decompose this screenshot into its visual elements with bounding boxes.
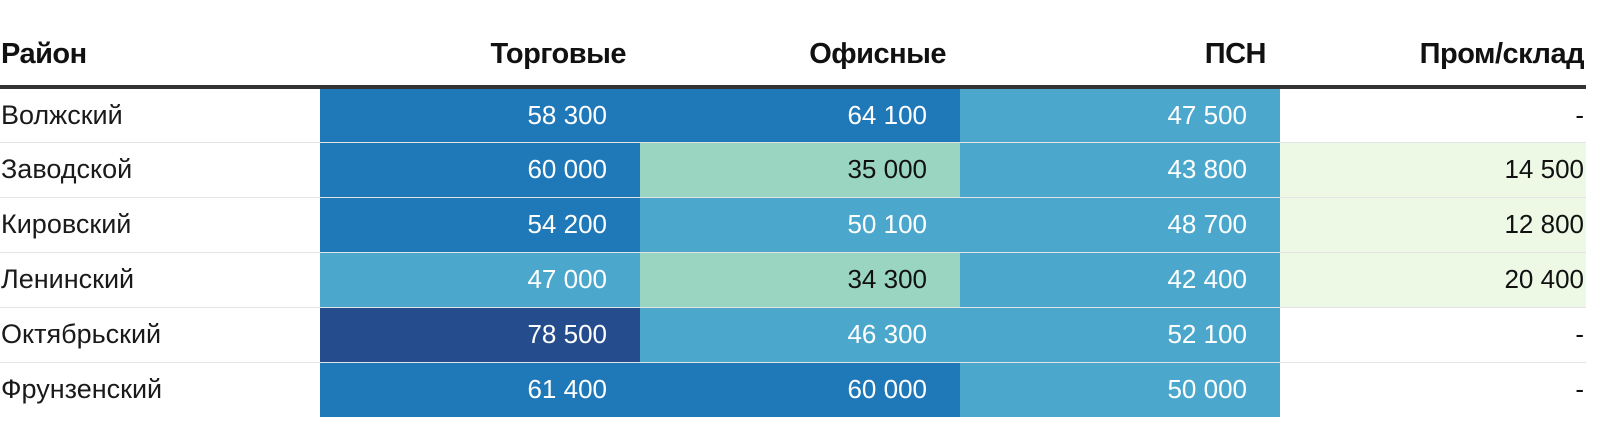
- heat-cell-retail: 54 200: [320, 197, 640, 253]
- heat-cell-industrial: -: [1280, 87, 1586, 143]
- heat-cell-industrial: 14 500: [1280, 142, 1586, 198]
- heat-cell-retail: 60 000: [320, 142, 640, 198]
- heat-cell-industrial: -: [1280, 307, 1586, 363]
- row-label: Заводской: [0, 142, 320, 198]
- heat-cell-industrial: -: [1280, 362, 1586, 417]
- table-row: Заводской 60 000 35 000 43 800 14 500: [0, 142, 1586, 198]
- row-label: Фрунзенский: [0, 362, 320, 417]
- heat-cell-retail: 78 500: [320, 307, 640, 363]
- heat-cell-retail: 47 000: [320, 252, 640, 308]
- row-label: Октябрьский: [0, 307, 320, 363]
- heat-cell-psn: 50 000: [960, 362, 1280, 417]
- table-row: Октябрьский 78 500 46 300 52 100-: [0, 307, 1586, 363]
- column-header-psn[interactable]: ПСН: [960, 24, 1280, 89]
- row-label: Ленинский: [0, 252, 320, 308]
- table-row: Волжский 58 300 64 100 47 500-: [0, 87, 1586, 143]
- heat-cell-office: 46 300: [640, 307, 960, 363]
- heat-cell-office: 34 300: [640, 252, 960, 308]
- row-label: Кировский: [0, 197, 320, 253]
- heat-cell-psn: 48 700: [960, 197, 1280, 253]
- heat-cell-retail: 61 400: [320, 362, 640, 417]
- table-row: Кировский 54 200 50 100 48 700 12 800: [0, 197, 1586, 253]
- heatmap-body: Волжский 58 300 64 100 47 500- Заводской 60 0…: [0, 87, 1586, 417]
- column-header-industrial[interactable]: Пром/склад: [1280, 24, 1586, 89]
- heat-cell-office: 35 000: [640, 142, 960, 198]
- heat-cell-office: 50 100: [640, 197, 960, 253]
- heat-cell-industrial: 20 400: [1280, 252, 1586, 308]
- column-header-office[interactable]: Офисные: [640, 24, 960, 89]
- column-header-retail[interactable]: Торговые: [320, 24, 640, 89]
- heat-cell-office: 60 000: [640, 362, 960, 417]
- row-label: Волжский: [0, 87, 320, 143]
- heat-cell-office: 64 100: [640, 87, 960, 143]
- heat-cell-industrial: 12 800: [1280, 197, 1586, 253]
- heat-cell-psn: 42 400: [960, 252, 1280, 308]
- heat-cell-psn: 52 100: [960, 307, 1280, 363]
- heat-cell-retail: 58 300: [320, 87, 640, 143]
- heat-cell-psn: 43 800: [960, 142, 1280, 198]
- table-row: Ленинский 47 000 34 300 42 400 20 400: [0, 252, 1586, 308]
- heat-cell-psn: 47 500: [960, 87, 1280, 143]
- header-row: Район Торговые Офисные ПСН Пром/склад: [0, 24, 1586, 89]
- table-row: Фрунзенский 61 400 60 000 50 000-: [0, 362, 1586, 417]
- heatmap-table: Район Торговые Офисные ПСН Пром/склад Во…: [0, 24, 1586, 417]
- column-header-district[interactable]: Район: [0, 24, 320, 89]
